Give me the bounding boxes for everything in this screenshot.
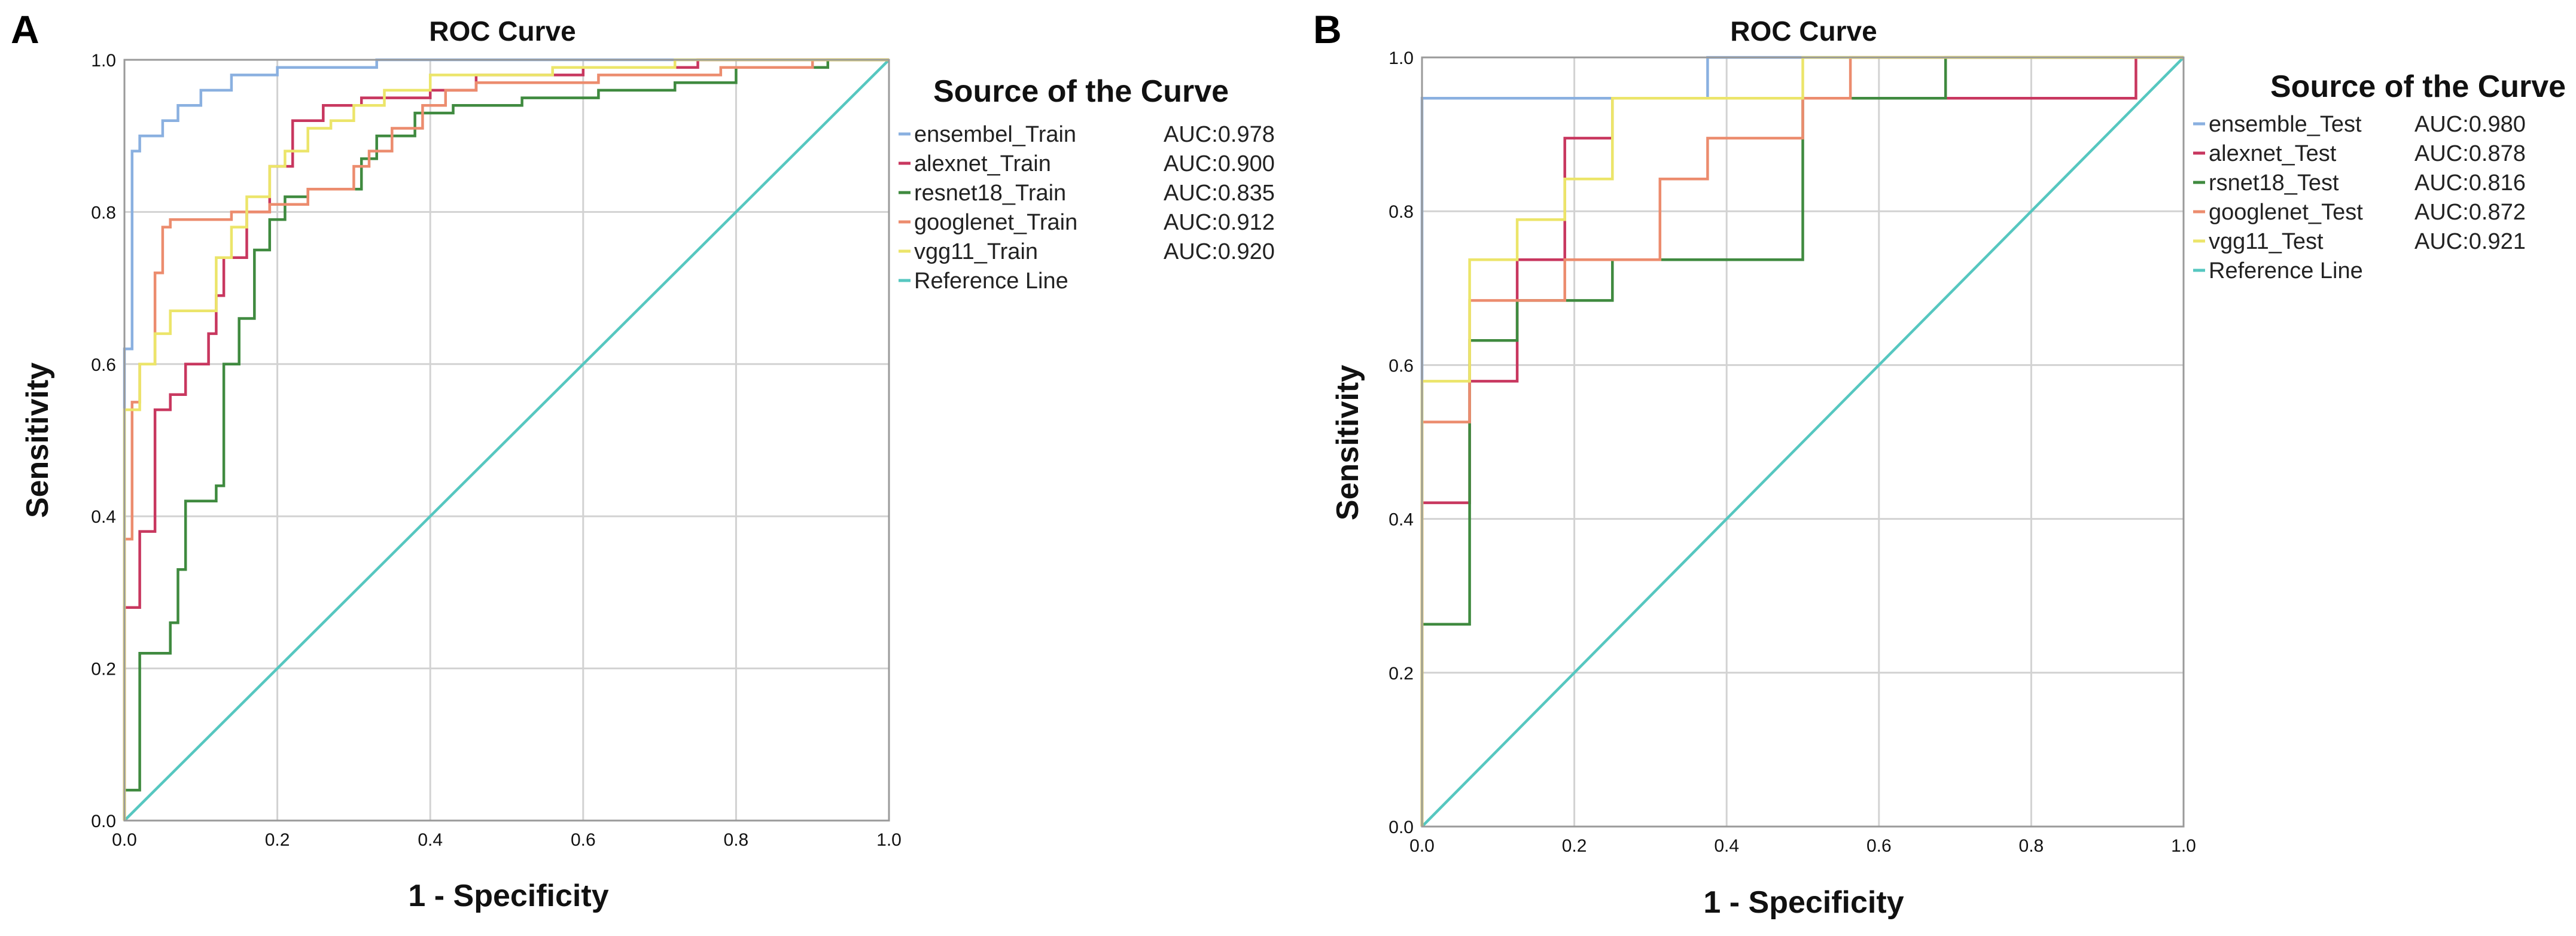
legend-entry-name: rsnet18_Test [2209, 170, 2339, 196]
y-tick-label: 0.8 [91, 203, 116, 222]
y-axis-label: Sensitivity [1330, 365, 1365, 520]
x-axis-label: 1 - Specificity [408, 879, 608, 913]
y-tick-label: 0.6 [91, 355, 116, 375]
legend-entry-name: resnet18_Train [914, 181, 1066, 206]
plot-frame [1421, 56, 2185, 828]
roc-curve-vgg11-train [123, 58, 889, 821]
roc-curve-rsnet18-test [1420, 56, 2184, 827]
y-tick-label: 0.4 [91, 507, 116, 527]
legend-entry-auc: AUC:0.900 [1164, 151, 1275, 176]
legend-entry-name: ensemble_Test [2209, 112, 2362, 137]
x-tick-label: 0.0 [112, 830, 137, 850]
x-tick-label: 0.2 [265, 830, 290, 850]
legend-title: Source of the Curve [2270, 69, 2566, 104]
y-tick-label: 0.2 [91, 660, 116, 679]
legend-entry-name: Reference Line [2209, 258, 2363, 283]
x-tick-label: 0.2 [1562, 836, 1587, 856]
y-tick-label: 1.0 [1389, 48, 1414, 68]
roc-curve-resnet18-train [123, 58, 889, 821]
legend-entry-name: Reference Line [914, 269, 1068, 294]
chart-title: ROC Curve [429, 16, 576, 47]
x-tick-label: 0.6 [1866, 836, 1892, 856]
plot-frame [123, 59, 890, 822]
legend-entry-name: googlenet_Test [2209, 200, 2363, 225]
y-tick-label: 0.0 [1389, 818, 1414, 837]
x-tick-label: 0.6 [571, 830, 596, 850]
panel-label: A [11, 7, 39, 51]
legend-entry-auc: AUC:0.878 [2414, 141, 2526, 166]
y-tick-label: 0.2 [1389, 664, 1414, 684]
panel-b: 0.0 0.2 0.4 0.6 0.8 1.0 0.0 0.2 0.4 0.6 0.8 1.0 ROC … [1313, 7, 2566, 920]
legend-entry-name: vgg11_Test [2209, 229, 2324, 254]
x-tick-label: 0.0 [1409, 836, 1435, 856]
legend-entry-auc: AUC:0.816 [2414, 170, 2526, 196]
panel-a: 0.0 0.2 0.4 0.6 0.8 1.0 0.0 0.2 0.4 0.6 0.8 1.0 ROC … [11, 7, 1275, 913]
roc-curve-vgg11-test [1420, 56, 2184, 827]
y-tick-label: 0.0 [91, 812, 116, 831]
legend-entry-name: googlenet_Train [914, 210, 1077, 235]
legend-entry-auc: AUC:0.978 [1164, 122, 1275, 147]
x-tick-label: 1.0 [876, 830, 902, 850]
y-tick-label: 0.6 [1389, 356, 1414, 376]
y-tick-label: 1.0 [91, 51, 116, 71]
x-tick-label: 0.8 [724, 830, 749, 850]
y-axis-label: Sensitivity [20, 362, 55, 518]
roc-curve-ensembel-train [123, 58, 889, 821]
x-tick-label: 0.4 [418, 830, 443, 850]
legend-title: Source of the Curve [933, 74, 1229, 109]
x-tick-label: 1.0 [2171, 836, 2196, 856]
legend-entry-auc: AUC:0.980 [2414, 112, 2526, 137]
legend-entry-auc: AUC:0.921 [2414, 229, 2526, 254]
x-tick-label: 0.8 [2019, 836, 2044, 856]
y-tick-label: 0.4 [1389, 510, 1414, 530]
x-axis-label: 1 - Specificity [1703, 885, 1904, 920]
chart-title: ROC Curve [1730, 16, 1877, 47]
legend-entry-name: ensembel_Train [914, 122, 1076, 147]
roc-curve-reference-line [1421, 56, 2185, 828]
legend-entry-auc: AUC:0.872 [2414, 200, 2526, 225]
y-tick-label: 0.8 [1389, 202, 1414, 222]
roc-curve-reference-line [123, 59, 890, 822]
panel-label: B [1313, 7, 1342, 51]
legend-entry-auc: AUC:0.912 [1164, 210, 1275, 235]
legend-entry-name: alexnet_Test [2209, 141, 2337, 166]
legend-entry-auc: AUC:0.920 [1164, 239, 1275, 264]
legend-entry-auc: AUC:0.835 [1164, 181, 1275, 206]
legend-entry-name: alexnet_Train [914, 151, 1051, 176]
legend-entry-name: vgg11_Train [914, 239, 1038, 264]
x-tick-label: 0.4 [1714, 836, 1739, 856]
